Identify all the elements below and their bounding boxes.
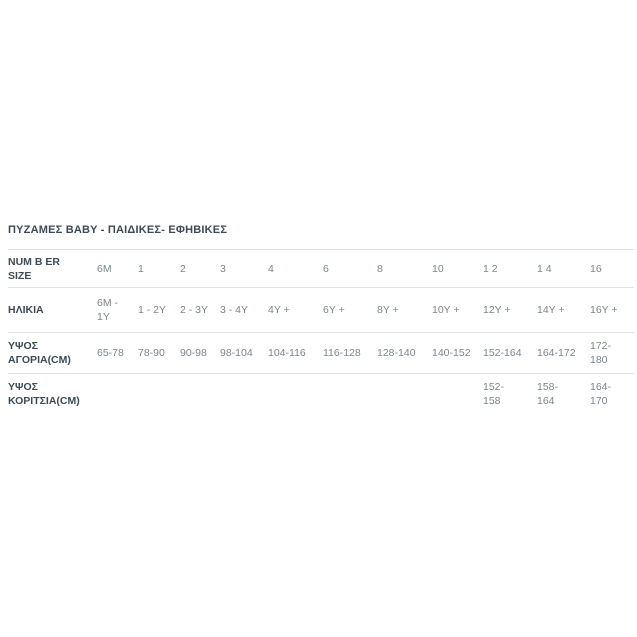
girls-height-cell [220, 374, 268, 417]
size-cell: 1 2 [483, 263, 498, 275]
size-cell: 3 [220, 263, 226, 275]
age-cell: 4Y + [268, 304, 290, 316]
size-chart-table: NUM B ER SIZE 6M 1 2 3 4 6 8 10 1 2 1 4 … [8, 249, 634, 416]
size-cell: 2 [180, 263, 186, 275]
size-cell: 1 4 [537, 263, 552, 275]
table-row-boys-height: ΥΨΟΣ ΑΓΟΡΙΑ(CM) 65-78 78-90 90-98 98-104… [8, 332, 634, 374]
boys-height-cell: 98-104 [220, 347, 253, 359]
girls-height-cell [323, 374, 377, 417]
girls-height-cell: 164-170 [590, 381, 612, 407]
girls-height-cell [97, 374, 138, 417]
girls-height-cell [138, 374, 180, 417]
size-cell: 4 [268, 263, 274, 275]
boys-height-cell: 116-128 [323, 347, 361, 359]
boys-height-cell: 140-152 [432, 347, 471, 359]
age-cell: 2 - 3Y [180, 304, 209, 316]
age-cell: 12Y + [483, 304, 511, 316]
row-header-age: ΗΛΙΚΙΑ [8, 304, 44, 316]
size-cell: 6 [323, 263, 329, 275]
boys-height-cell: 90-98 [180, 347, 207, 359]
size-cell: 10 [432, 263, 444, 275]
girls-height-cell [377, 374, 432, 417]
girls-height-cell: 158- 164 [537, 381, 559, 407]
size-cell: 16 [590, 263, 602, 275]
boys-height-cell: 172-180 [590, 340, 612, 366]
row-header-boys-height: ΥΨΟΣ ΑΓΟΡΙΑ(CM) [8, 340, 71, 366]
table-row-age: ΗΛΙΚΙΑ 6M - 1Y 1 - 2Y 2 - 3Y 3 - 4Y 4Y +… [8, 287, 634, 333]
age-cell: 16Y + [590, 304, 618, 316]
size-cell: 1 [138, 263, 144, 275]
girls-height-cell [180, 374, 220, 417]
size-chart-title: ΠΥΖΑΜΕΣ BABY - ΠΑΙΔΙΚΕΣ- ΕΦΗΒΙΚΕΣ [8, 224, 228, 236]
girls-height-cell [268, 374, 323, 417]
age-cell: 6M - 1Y [97, 297, 118, 323]
boys-height-cell: 65-78 [97, 347, 124, 359]
girls-height-cell [432, 374, 483, 417]
size-cell: 6M [97, 263, 112, 275]
age-cell: 8Y + [377, 304, 399, 316]
age-cell: 6Y + [323, 304, 345, 316]
age-cell: 1 - 2Y [138, 304, 167, 316]
size-chart-section: ΠΥΖΑΜΕΣ BABY - ΠΑΙΔΙΚΕΣ- ΕΦΗΒΙΚΕΣ NUM B … [8, 224, 634, 416]
boys-height-cell: 78-90 [138, 347, 165, 359]
size-cell: 8 [377, 263, 383, 275]
age-cell: 3 - 4Y [220, 304, 249, 316]
boys-height-cell: 152-164 [483, 347, 522, 359]
boys-height-cell: 128-140 [377, 347, 416, 359]
row-header-number-size: NUM B ER SIZE [8, 256, 60, 282]
age-cell: 10Y + [432, 304, 460, 316]
row-header-girls-height: ΥΨΟΣ ΚΟΡΙΤΣΙΑ(CM) [8, 381, 80, 407]
girls-height-cell: 152- 158 [483, 381, 505, 407]
table-row-girls-height: ΥΨΟΣ ΚΟΡΙΤΣΙΑ(CM) 152- 158 158- 164 164-… [8, 373, 634, 417]
boys-height-cell: 164-172 [537, 347, 576, 359]
table-row-number-size: NUM B ER SIZE 6M 1 2 3 4 6 8 10 1 2 1 4 … [8, 249, 634, 288]
age-cell: 14Y + [537, 304, 565, 316]
boys-height-cell: 104-116 [268, 347, 306, 359]
